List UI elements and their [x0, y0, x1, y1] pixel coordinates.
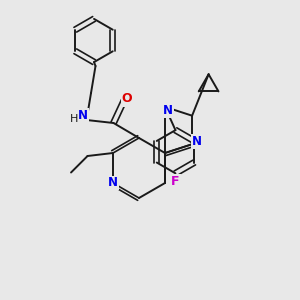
Text: N: N	[108, 176, 118, 190]
Text: N: N	[192, 135, 202, 148]
Text: H: H	[70, 113, 78, 124]
Text: O: O	[122, 92, 132, 106]
Text: N: N	[163, 104, 173, 117]
Text: F: F	[171, 175, 180, 188]
Text: N: N	[78, 109, 88, 122]
